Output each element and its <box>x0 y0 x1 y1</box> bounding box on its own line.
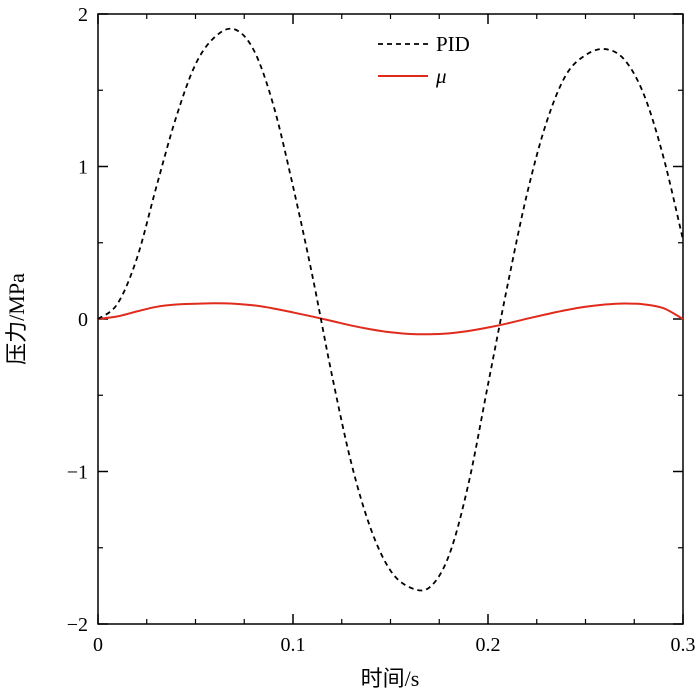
legend: PID μ <box>378 32 470 88</box>
y-tick-label: −1 <box>67 462 88 484</box>
x-tick-label: 0.3 <box>671 634 696 656</box>
axis-tick-labels: 0 0.1 0.2 0.3 −2 −1 0 1 2 <box>67 4 696 656</box>
x-axis-title: 时间/s <box>361 666 420 691</box>
x-tick-label: 0.2 <box>476 634 501 656</box>
y-tick-label: 2 <box>78 4 88 26</box>
y-axis-title: 压力/MPa <box>4 273 29 365</box>
y-tick-label: 0 <box>78 309 88 331</box>
x-tick-label: 0 <box>93 634 103 656</box>
series-lines <box>97 27 684 592</box>
x-tick-label: 0.1 <box>281 634 306 656</box>
y-tick-label: 1 <box>78 157 88 179</box>
series-line-mu <box>97 302 684 336</box>
series-line-pid <box>97 27 684 592</box>
y-tick-label: −2 <box>67 614 88 636</box>
legend-label-pid: PID <box>436 32 470 56</box>
plot-frame <box>97 13 684 625</box>
axis-ticks <box>97 13 684 625</box>
legend-label-mu: μ <box>435 64 447 88</box>
